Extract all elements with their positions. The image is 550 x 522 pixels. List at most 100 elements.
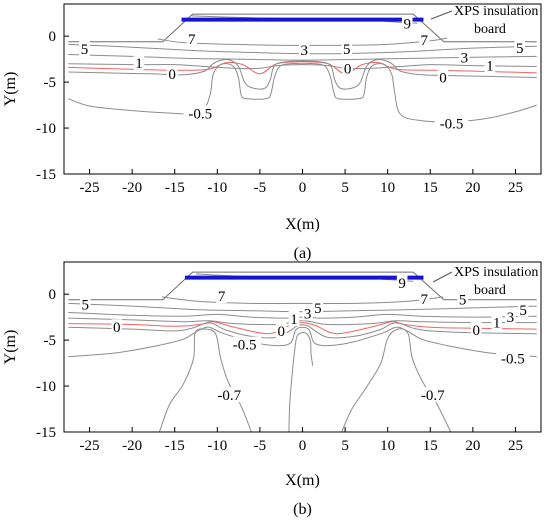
axes-frame (63, 261, 542, 433)
contour-label-bg (302, 305, 313, 321)
contour-label-bg (396, 275, 408, 291)
contour-label-bg (166, 65, 178, 81)
contour-label: 0 (344, 61, 352, 77)
contour-label: 0 (277, 324, 285, 340)
contour-label: 9 (398, 276, 406, 292)
contour-label-bg (186, 30, 198, 46)
embankment-outline (68, 13, 537, 43)
x-tick-label: 10 (380, 438, 395, 454)
x-tick-label: 15 (423, 180, 438, 196)
contour-label: 9 (404, 16, 412, 32)
contour-label-bg (111, 319, 123, 335)
contour-line-0 (68, 322, 537, 339)
contour-label: 3 (507, 310, 515, 326)
x-tick-label: 0 (299, 180, 307, 196)
contour-label: 5 (343, 42, 351, 58)
contour-label-bg (312, 299, 324, 315)
axes-frame (63, 3, 542, 175)
x-tick-label: 20 (465, 438, 480, 454)
contour-label-bg (470, 322, 482, 337)
contour-label: 7 (188, 32, 196, 48)
contour-label-bg (496, 350, 530, 366)
contour-label: 5 (82, 297, 90, 313)
contour-label: 3 (300, 43, 308, 59)
insulation-annotation: XPS insulation board (454, 265, 538, 298)
x-tick-label: -10 (207, 180, 227, 196)
contour-label: 0 (168, 67, 176, 83)
x-tick-label: -20 (122, 180, 142, 196)
contour-line--0.7 (288, 332, 314, 432)
x-tick-label: -15 (165, 438, 185, 454)
y-tick-label: -10 (36, 379, 56, 395)
x-tick-label: 25 (508, 438, 523, 454)
contour-label-bg (416, 387, 450, 403)
contour-line--0.7 (341, 328, 452, 432)
y-tick-label: -5 (44, 333, 57, 349)
contour-label-bg (133, 54, 145, 70)
y-tick-label: -15 (36, 425, 56, 441)
x-tick-label: 25 (508, 180, 523, 196)
y-tick-label: 0 (49, 29, 57, 45)
annotation-pointer (432, 271, 453, 283)
contour-label: 1 (493, 316, 501, 332)
y-tick-label: -15 (36, 167, 56, 183)
contour-label: 7 (218, 289, 226, 305)
contour-line-7 (161, 296, 444, 305)
contour-label: -0.5 (188, 106, 212, 122)
x-tick-label: 15 (423, 438, 438, 454)
y-axis-label: Y(m) (2, 72, 19, 107)
contour-label-bg (275, 322, 287, 338)
contour-label: 1 (135, 56, 143, 72)
x-tick-label: -10 (207, 438, 227, 454)
contour-line-1 (68, 317, 537, 326)
contour-line-0 (68, 58, 537, 90)
contour-label: 3 (304, 306, 312, 322)
contour-label-bg (437, 69, 449, 85)
contour-label-bg (419, 290, 430, 306)
contour-label-bg (457, 291, 468, 307)
contour-label-bg (514, 40, 526, 56)
contour-label-bg (212, 387, 246, 403)
contour-label-bg (288, 310, 300, 326)
y-axis-label: Y(m) (2, 330, 19, 365)
annotation-pointer (430, 10, 453, 20)
contour-label-bg (434, 115, 469, 131)
contour-label: -0.5 (501, 351, 525, 367)
contour-label-bg (183, 105, 217, 121)
contour-label: 5 (516, 41, 524, 57)
insulation-annotation: XPS insulation board (454, 4, 538, 37)
panel-label: (b) (293, 501, 312, 518)
x-tick-label: -5 (254, 438, 267, 454)
x-axis-label: X(m) (285, 216, 320, 233)
contour-label: -0.7 (217, 388, 241, 404)
contour-label-bg (341, 41, 353, 57)
contour-line-3 (68, 54, 537, 61)
contour-label: 5 (81, 42, 89, 58)
y-tick-label: -5 (44, 75, 57, 91)
contour-label-bg (342, 60, 353, 76)
contour-label: 0 (439, 71, 447, 87)
contour-label: -0.7 (421, 388, 445, 404)
contour-label: 7 (421, 33, 429, 49)
contour-label: 1 (486, 59, 494, 75)
x-tick-label: -20 (122, 438, 142, 454)
x-tick-label: -15 (165, 180, 185, 196)
contour-label-bg (79, 41, 90, 57)
contour-label: 5 (459, 293, 467, 309)
contour-line--0.5 (68, 63, 537, 123)
contour-label: 1 (290, 312, 298, 328)
contour-line-red (68, 321, 537, 335)
contour-label: 0 (113, 320, 121, 336)
contour-label-bg (491, 314, 503, 330)
contour-label: 0 (473, 323, 481, 339)
contour-label: 7 (421, 292, 429, 308)
x-tick-label: 5 (341, 438, 349, 454)
contour-label: -0.5 (233, 338, 257, 354)
contour-label: -0.5 (440, 116, 464, 132)
contour-label: 3 (461, 50, 469, 66)
y-tick-label: -10 (36, 121, 56, 137)
panel-label: (a) (294, 245, 312, 262)
